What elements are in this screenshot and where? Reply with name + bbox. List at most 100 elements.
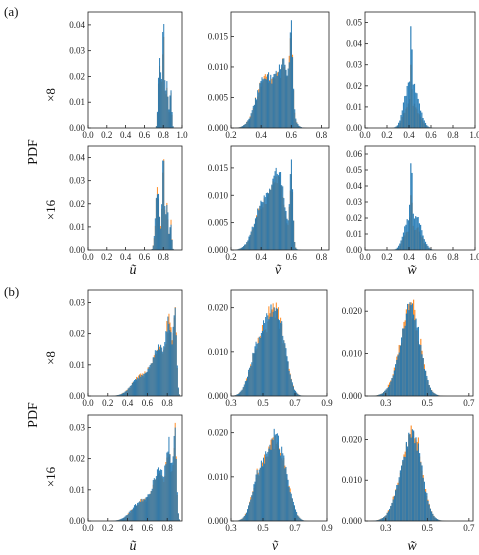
histogram-bar [117,395,119,396]
histogram-bar [273,175,275,250]
x-tick-label: 0.4 [403,130,415,140]
histogram-bar [162,351,164,396]
histogram-bar [287,68,289,128]
histogram-bar [270,74,272,128]
y-tick-label: 0.01 [346,102,362,112]
histogram-bar [420,224,422,250]
histogram-bar [151,249,153,250]
histogram-bar [413,430,415,521]
histogram-bar [245,123,247,128]
histogram-bar [146,496,148,521]
y-tick-label: 0.00 [69,123,85,133]
histogram-bar [250,113,252,128]
xlabel-a-u: ũ [130,263,137,278]
histogram-bar [157,193,160,250]
histogram-bar [132,381,134,396]
histogram-bar [407,220,409,250]
x-tick-label: 0.2 [102,523,113,533]
x-tick-label: 0.7 [463,398,475,408]
histogram-bar [402,232,405,250]
histogram-bar [396,247,398,250]
histogram-bar [408,432,410,521]
histogram-bar [123,392,125,396]
histogram-bar [160,344,162,396]
histogram-bar [280,322,282,396]
histogram-bar [270,304,272,396]
x-tick-label: 0.5 [422,523,434,533]
histogram-bar [431,390,433,396]
histogram-bar [240,247,242,250]
histogram-bar [422,358,424,396]
y-tick-label: 0.000 [342,516,363,526]
histogram-bar [278,172,280,250]
histogram-bar [141,374,143,396]
histogram-bar [242,517,244,521]
histogram-bar [404,457,406,521]
histogram-bar [260,332,262,396]
y-tick-label: 0.00 [69,391,85,401]
histogram-bar [172,248,174,250]
histogram-bar [124,391,126,396]
histogram-bar [403,456,405,521]
histogram-bar [250,499,252,521]
xlabel-a-w: w̃ [407,263,417,278]
histogram-bar [425,491,427,521]
histogram-bar [272,440,274,521]
histogram-bar [434,517,436,521]
y-tick-label: 0.020 [342,306,363,316]
x-tick-label: 0.4 [120,252,132,262]
histogram-bar [264,78,266,128]
histogram-bar [286,356,288,396]
histogram-bar [167,212,169,250]
histogram-bar [254,481,256,521]
histogram-bar [145,497,147,521]
histogram-bar [269,444,271,521]
histogram-bar [292,386,294,396]
y-tick-label: 0.04 [69,153,85,163]
histogram-bar [277,435,279,521]
y-tick-label: 0.005 [208,92,229,102]
histogram-bar [253,353,255,396]
histogram-bar [278,64,280,128]
histogram-bar [235,395,237,396]
histogram-bar [140,376,142,396]
histogram-bar [249,117,251,128]
histogram-bar [272,311,274,396]
histogram-bar [271,83,273,128]
histogram-bar [165,90,167,128]
histogram-bar [297,393,299,396]
histogram-bar [396,359,398,396]
histogram-bar [157,467,160,521]
histogram-bar [268,319,270,396]
histogram-bar [383,392,385,396]
x-tick-label: 0.8 [316,130,328,140]
histogram-bar [165,214,167,250]
histogram-bar [139,375,141,396]
histogram-bar [160,72,162,128]
histogram-bar [241,126,243,128]
histogram-bar [151,488,153,521]
histogram-bar [300,518,302,521]
x-tick-label: 0.3 [380,398,392,408]
histogram-bar [257,342,259,396]
histogram-bar [290,493,292,521]
histogram-bar [407,446,409,521]
histogram-bar [404,325,406,396]
histogram-bar [275,167,277,250]
histogram-bar [171,239,173,250]
x-tick-label: 0.8 [162,523,174,533]
histogram-bar [270,189,272,250]
y-tick-label: 0.005 [208,218,229,228]
y-tick-label: 0.01 [69,97,85,107]
histogram-bar [299,395,301,396]
histogram-bar [161,347,163,396]
histogram-bar [259,337,261,396]
panel-6: 0.0 0.2 0.4 0.6 0.8 1.0 0.00 0.01 0.02 0.03 0.04 0.… [346,145,479,262]
histogram-bar [162,476,164,521]
histogram-bar [162,160,164,250]
histogram-bar [386,512,388,521]
histogram-bar [121,518,123,521]
histogram-bar [290,379,292,396]
histogram-bar [265,192,267,250]
y-tick-label: 0.010 [342,349,363,359]
